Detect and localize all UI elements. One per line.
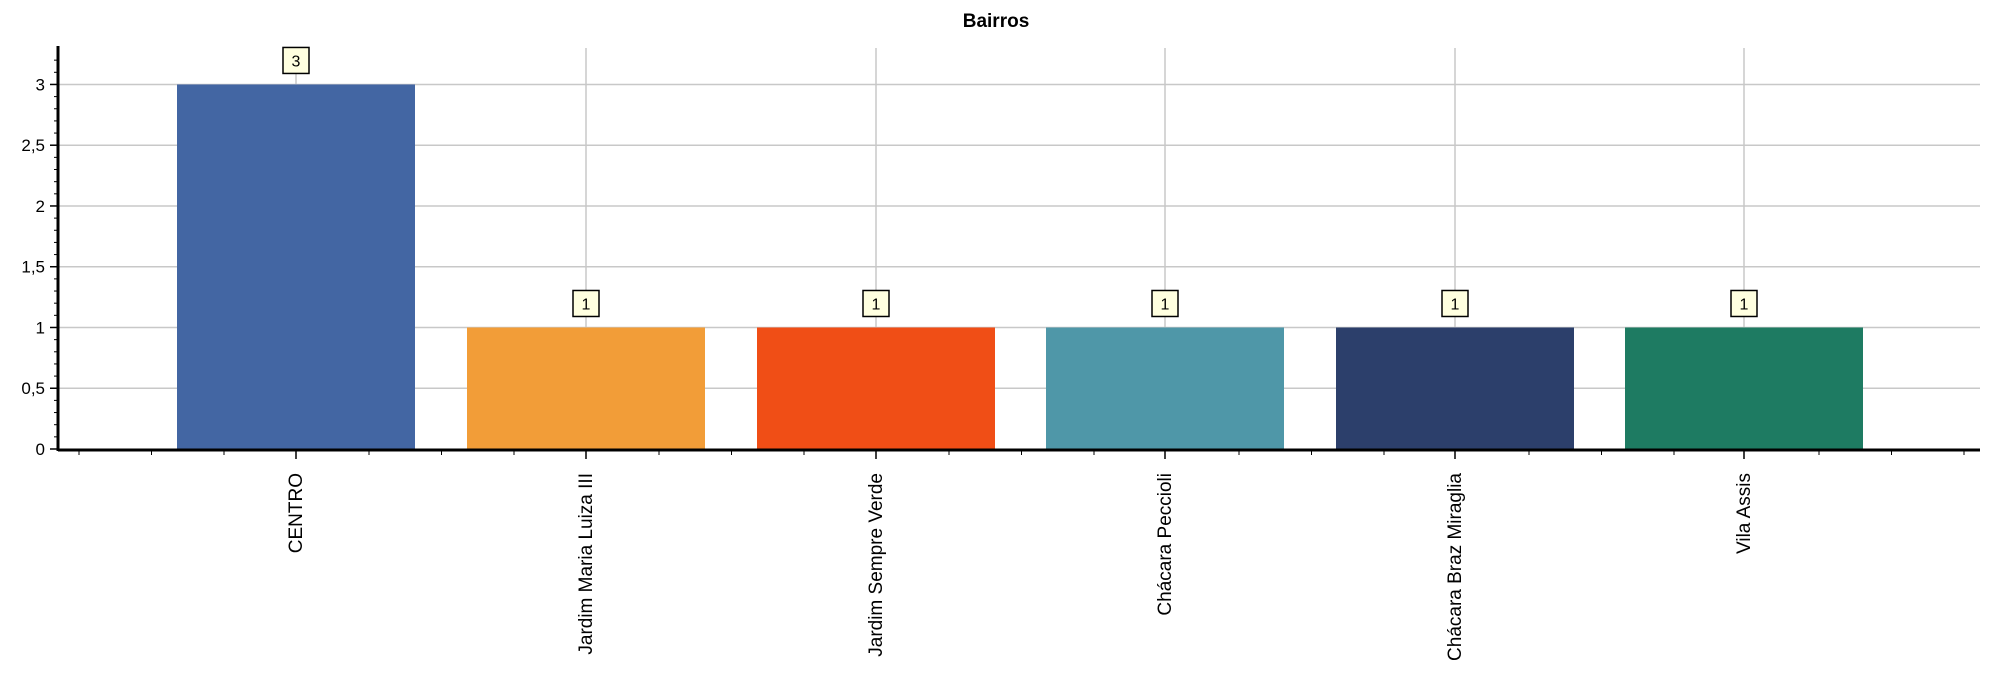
category-label: Chácara Peccioli	[1155, 473, 1176, 616]
y-tick-label: 3	[36, 75, 45, 94]
data-label: 1	[862, 289, 890, 318]
data-label: 3	[282, 46, 310, 75]
y-tick-label: 2	[36, 197, 45, 216]
bar	[1046, 327, 1284, 449]
data-label-box	[862, 289, 890, 318]
y-tick-label: 1	[36, 318, 45, 337]
bar	[467, 327, 705, 449]
data-label-box	[572, 289, 600, 318]
category-labels: CENTRO Jardim Maria Luiza III Jardim Sempr…	[286, 473, 1755, 661]
bar	[177, 84, 415, 450]
y-tick-label: 2,5	[21, 136, 45, 155]
data-label: 1	[1441, 289, 1469, 318]
bar	[757, 327, 995, 449]
data-label: 1	[1730, 289, 1758, 318]
category-label: Jardim Maria Luiza III	[576, 473, 597, 655]
data-label-text: 1	[1161, 296, 1170, 313]
data-label-box	[1151, 289, 1179, 318]
category-label: Vila Assis	[1734, 473, 1755, 554]
axes: 0 0,5 1 1,5 2 2,5 3	[21, 46, 1980, 459]
data-label-box	[282, 46, 310, 75]
data-label-text: 1	[1740, 296, 1749, 313]
data-label-text: 1	[1451, 296, 1460, 313]
data-label-box	[1730, 289, 1758, 318]
y-tick-label: 0	[36, 440, 45, 459]
data-label-text: 1	[582, 296, 591, 313]
y-tick-label: 0,5	[21, 379, 45, 398]
bars	[177, 84, 1863, 450]
category-label: Jardim Sempre Verde	[866, 473, 887, 657]
bar	[1625, 327, 1863, 449]
category-label: Chácara Braz Miraglia	[1445, 473, 1466, 661]
bar	[1336, 327, 1574, 449]
data-label: 1	[1151, 289, 1179, 318]
data-label-text: 1	[872, 296, 881, 313]
y-tick-label: 1,5	[21, 258, 45, 277]
data-labels: 3 1 1 1 1 1	[282, 46, 1758, 318]
data-label-text: 3	[292, 53, 301, 70]
category-label: CENTRO	[286, 473, 307, 553]
data-label-box	[1441, 289, 1469, 318]
data-label: 1	[572, 289, 600, 318]
chart-title: Bairros	[963, 11, 1030, 32]
